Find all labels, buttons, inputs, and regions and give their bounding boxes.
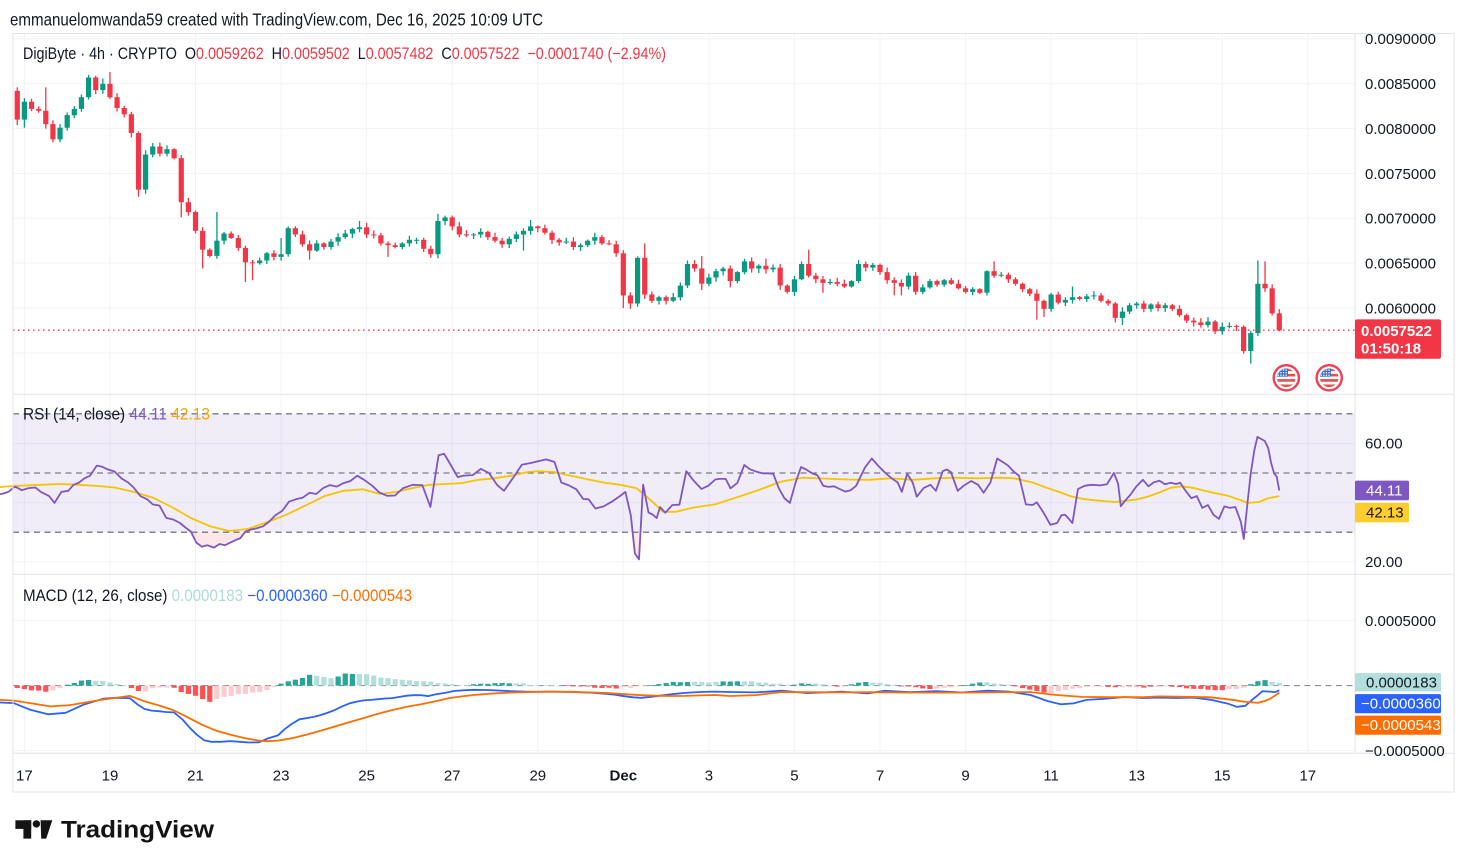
svg-text:3: 3 (705, 768, 713, 785)
svg-text:7: 7 (876, 768, 884, 785)
svg-text:MACD (12, 26, close) 0.0000183: MACD (12, 26, close) 0.0000183 −0.000036… (23, 587, 412, 605)
svg-text:60.00: 60.00 (1365, 436, 1403, 453)
svg-text:0.0065000: 0.0065000 (1365, 255, 1436, 272)
svg-text:11: 11 (1043, 768, 1059, 785)
svg-text:−0.0000360: −0.0000360 (1361, 696, 1441, 713)
svg-text:0.0057522: 0.0057522 (1361, 323, 1432, 340)
svg-text:15: 15 (1214, 768, 1231, 785)
svg-text:5: 5 (790, 768, 798, 785)
svg-text:17: 17 (1299, 768, 1316, 785)
svg-text:RSI (14, close) 44.11 42.13: RSI (14, close) 44.11 42.13 (23, 406, 210, 424)
svg-text:TradingView: TradingView (61, 817, 215, 844)
svg-text:0.0085000: 0.0085000 (1365, 76, 1436, 93)
svg-text:0.0090000: 0.0090000 (1365, 31, 1436, 48)
svg-text:0.0075000: 0.0075000 (1365, 166, 1436, 183)
svg-text:emmanuelomwanda59 created with: emmanuelomwanda59 created with TradingVi… (10, 10, 543, 30)
svg-text:0.0000183: 0.0000183 (1366, 674, 1437, 691)
svg-text:21: 21 (187, 768, 204, 785)
svg-text:9: 9 (961, 768, 969, 785)
svg-text:DigiByte · 4h · CRYPTO O0.005: DigiByte · 4h · CRYPTO O0.0059262 H0.005… (23, 45, 666, 63)
svg-text:42.13: 42.13 (1366, 505, 1404, 522)
svg-text:44.11: 44.11 (1366, 483, 1402, 500)
svg-text:20.00: 20.00 (1365, 554, 1403, 571)
svg-text:29: 29 (529, 768, 546, 785)
svg-text:0.0060000: 0.0060000 (1365, 300, 1436, 317)
svg-text:0.0080000: 0.0080000 (1365, 121, 1436, 138)
svg-text:17: 17 (16, 768, 33, 785)
svg-text:Dec: Dec (610, 768, 638, 785)
svg-text:23: 23 (273, 768, 290, 785)
svg-text:19: 19 (102, 768, 119, 785)
svg-text:−0.0000543: −0.0000543 (1361, 717, 1441, 734)
svg-text:27: 27 (444, 768, 461, 785)
svg-text:−0.0005000: −0.0005000 (1365, 743, 1445, 760)
svg-text:01:50:18: 01:50:18 (1361, 341, 1421, 358)
svg-text:0.0005000: 0.0005000 (1365, 613, 1436, 630)
svg-text:25: 25 (358, 768, 375, 785)
svg-text:13: 13 (1128, 768, 1145, 785)
svg-text:0.0070000: 0.0070000 (1365, 211, 1436, 228)
